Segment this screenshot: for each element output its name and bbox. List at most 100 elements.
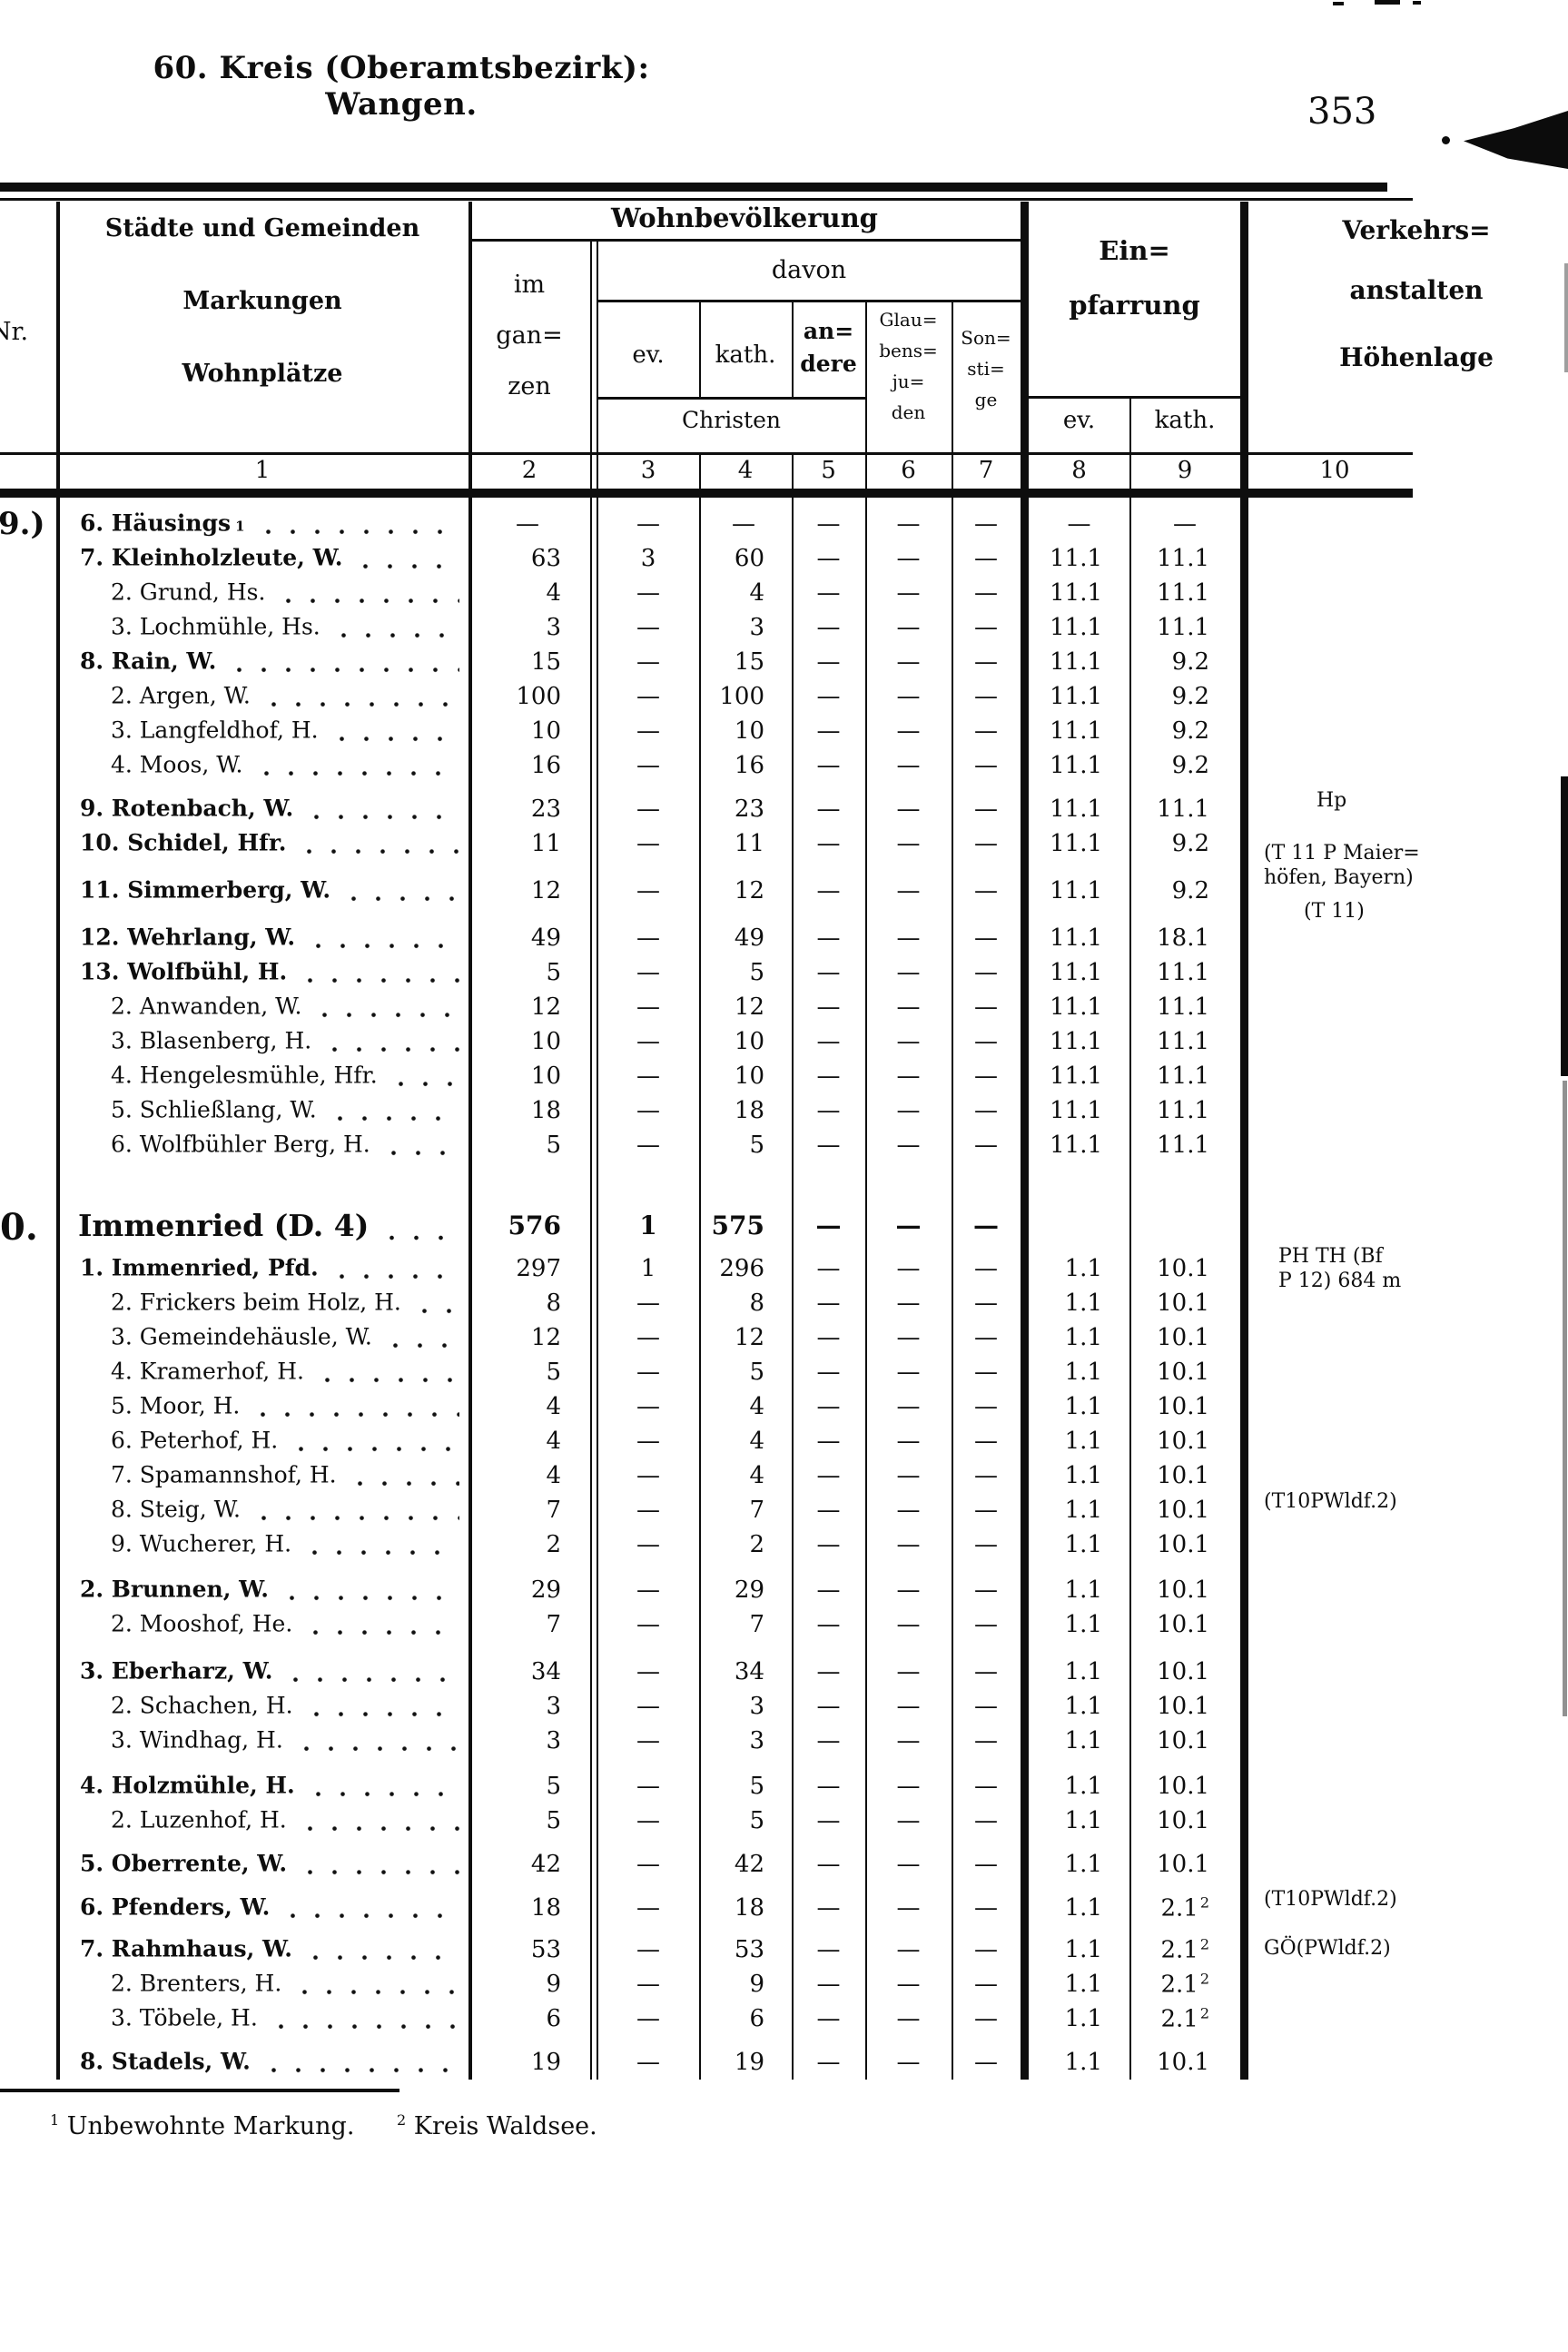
cell-einpfarrung-kath: 2.1 2 [1160,1935,1209,1964]
cell-andere: — [816,2049,841,2076]
cell-sonstige: — [974,683,998,710]
table-row: 5. Moor, H. 4 — 4 — — — 1.1 10.1 [0,1389,1568,1424]
cell-einpfarrung-kath: — [1173,510,1197,538]
cell-im-ganzen: 10 [530,1028,561,1055]
place-name-label: 2. Brunnen, W. [80,1576,270,1603]
cell-ev: — [636,1727,660,1754]
cell-andere: — [816,1531,841,1558]
table-row: 3. Windhag, H. 3 — 3 — — — 1.1 10.1 [0,1724,1568,1758]
cell-im-ganzen: 63 [530,545,561,572]
cell-kath: 3 [749,1727,764,1754]
cell-im-ganzen: 5 [546,959,561,986]
cell-im-ganzen: 53 [530,1936,561,1963]
cell-einpfarrung-ev: 11.1 [1050,993,1102,1021]
header-sonstige-line3: ge [974,389,998,410]
page-title: 60. Kreis (Oberamtsbezirk): Wangen. [153,50,650,123]
header-gan: gan= [496,321,563,350]
cell-glaubensjuden: — [895,1211,922,1240]
cell-glaubensjuden: — [896,1851,921,1878]
cell-einpfarrung-ev: 1.1 [1064,2049,1102,2076]
table-row: 5. Schließlang, W. 18 — 18 — — — 11.1 11.1 [0,1093,1568,1128]
cell-einpfarrung-ev: 1.1 [1064,1851,1102,1878]
dot-leader [314,1376,459,1384]
cell-andere: — [816,2005,841,2032]
cell-kath: 12 [734,1324,764,1351]
cell-im-ganzen: 10 [530,717,561,745]
cell-sonstige: — [974,1894,998,1922]
dot-leader [227,666,459,674]
cell-kath: 4 [749,1462,764,1489]
place-name: 8. Rain, W. [56,648,468,676]
table-row: 4. Hengelesmühle, Hfr. 10 — 10 — — — 11.1 11.1 [0,1059,1568,1093]
place-name: 3. Blasenberg, H. [56,1028,468,1055]
cell-ev: — [636,1531,660,1558]
v-rule-einpf [1129,396,1131,2080]
place-name-label: 7. Kleinholzleute, W. [80,544,343,571]
cell-einpfarrung-kath: 10.1 [1157,1851,1209,1878]
place-name: 5. Moor, H. [56,1393,468,1420]
header-davon: davon [771,256,847,284]
table-row: 6. Häusings 1 — — — — — — — — 9.) [0,507,1568,541]
place-name-label: Immenried (D. 4) [78,1208,370,1244]
place-name: 1. Immenried, Pfd. [56,1255,468,1282]
table-row: 8. Rain, W. 15 — 15 — — — 11.1 9.2 [0,645,1568,679]
header-im: im [513,271,546,299]
cell-einpfarrung-kath: 2.1 2 [1160,2004,1209,2033]
cell-glaubensjuden: — [896,545,921,572]
header-kath: kath. [715,341,776,369]
place-name: 13. Wolfbühl, H. [56,959,468,986]
cell-im-ganzen: 12 [530,877,561,904]
cell-andere: — [816,717,841,745]
cell-andere: — [816,1773,841,1800]
verkehr-line: höfen, Bayern) [1264,866,1414,889]
colnum-1: 1 [254,457,271,484]
cell-im-ganzen: 18 [530,1097,561,1124]
table-row: 2. Argen, W. 100 — 100 — — — 11.1 9.2 [0,679,1568,714]
cell-sonstige: — [974,752,998,779]
place-name-label: 4. Moos, W. [111,751,243,778]
cell-verkehrsanstalten: Hp [1264,788,1568,813]
header-einpf-kath: kath. [1154,407,1216,434]
cell-andere: — [816,1097,841,1124]
cell-einpfarrung-kath: 2.1 2 [1160,1970,1209,1999]
cell-einpfarrung-kath: 10.1 [1157,1807,1209,1834]
cell-glaubensjuden: — [896,614,921,641]
dot-leader [305,1790,459,1798]
table-row: 2. Mooshof, He. 7 — 7 — — — 1.1 10.1 [0,1607,1568,1642]
cell-kath: 11 [734,830,764,857]
cell-sonstige: — [974,545,998,572]
place-name: 7. Rahmhaus, W. [56,1936,468,1963]
place-name: 2. Grund, Hs. [56,579,468,607]
cell-ev: — [636,648,660,676]
place-name: 2. Argen, W. [56,683,468,710]
dot-leader [255,528,459,536]
cell-einpfarrung-ev: 1.1 [1064,1807,1102,1834]
cell-einpfarrung-kath: 10.1 [1157,1428,1209,1455]
table-row: 4. Kramerhof, H. 5 — 5 — — — 1.1 10.1 [0,1355,1568,1389]
cell-im-ganzen: 5 [546,1773,561,1800]
cell-andere: — [816,752,841,779]
table-row: 3. Gemeindehäusle, W. 12 — 12 — — — 1.1 10.1 [0,1320,1568,1355]
cell-einpfarrung-kath: 11.1 [1157,1132,1209,1159]
colnum-9: 9 [1177,457,1193,484]
verkehr-line: PH TH (Bf [1278,1245,1383,1268]
colnum-2: 2 [521,457,537,484]
cell-glaubensjuden: — [896,877,921,904]
cell-kath: 18 [734,1894,764,1922]
cell-einpfarrung-kath: 10.1 [1157,1255,1209,1282]
cell-glaubensjuden: — [896,1290,921,1317]
place-name-label: 6. Wolfbühler Berg, H. [111,1131,370,1158]
dot-leader [281,1912,459,1920]
cell-andere: — [816,1324,841,1351]
cell-andere: — [816,877,841,904]
table-row: 1. Immenried, Pfd. 297 1 296 — — — 1.1 10.1 PH TH… [0,1245,1568,1292]
cell-glaubensjuden: — [896,717,921,745]
place-name-label: 6. Pfenders, W. [80,1893,271,1921]
place-name-label: 7. Spamannshof, H. [111,1461,337,1488]
header-wohnbevoelkerung: Wohnbevölkerung [611,203,878,233]
cell-andere: — [816,1693,841,1720]
cell-andere: — [816,1462,841,1489]
cell-ev: — [636,959,660,986]
verkehr-line: Hp [1317,789,1347,812]
cell-ev: — [636,1393,660,1420]
